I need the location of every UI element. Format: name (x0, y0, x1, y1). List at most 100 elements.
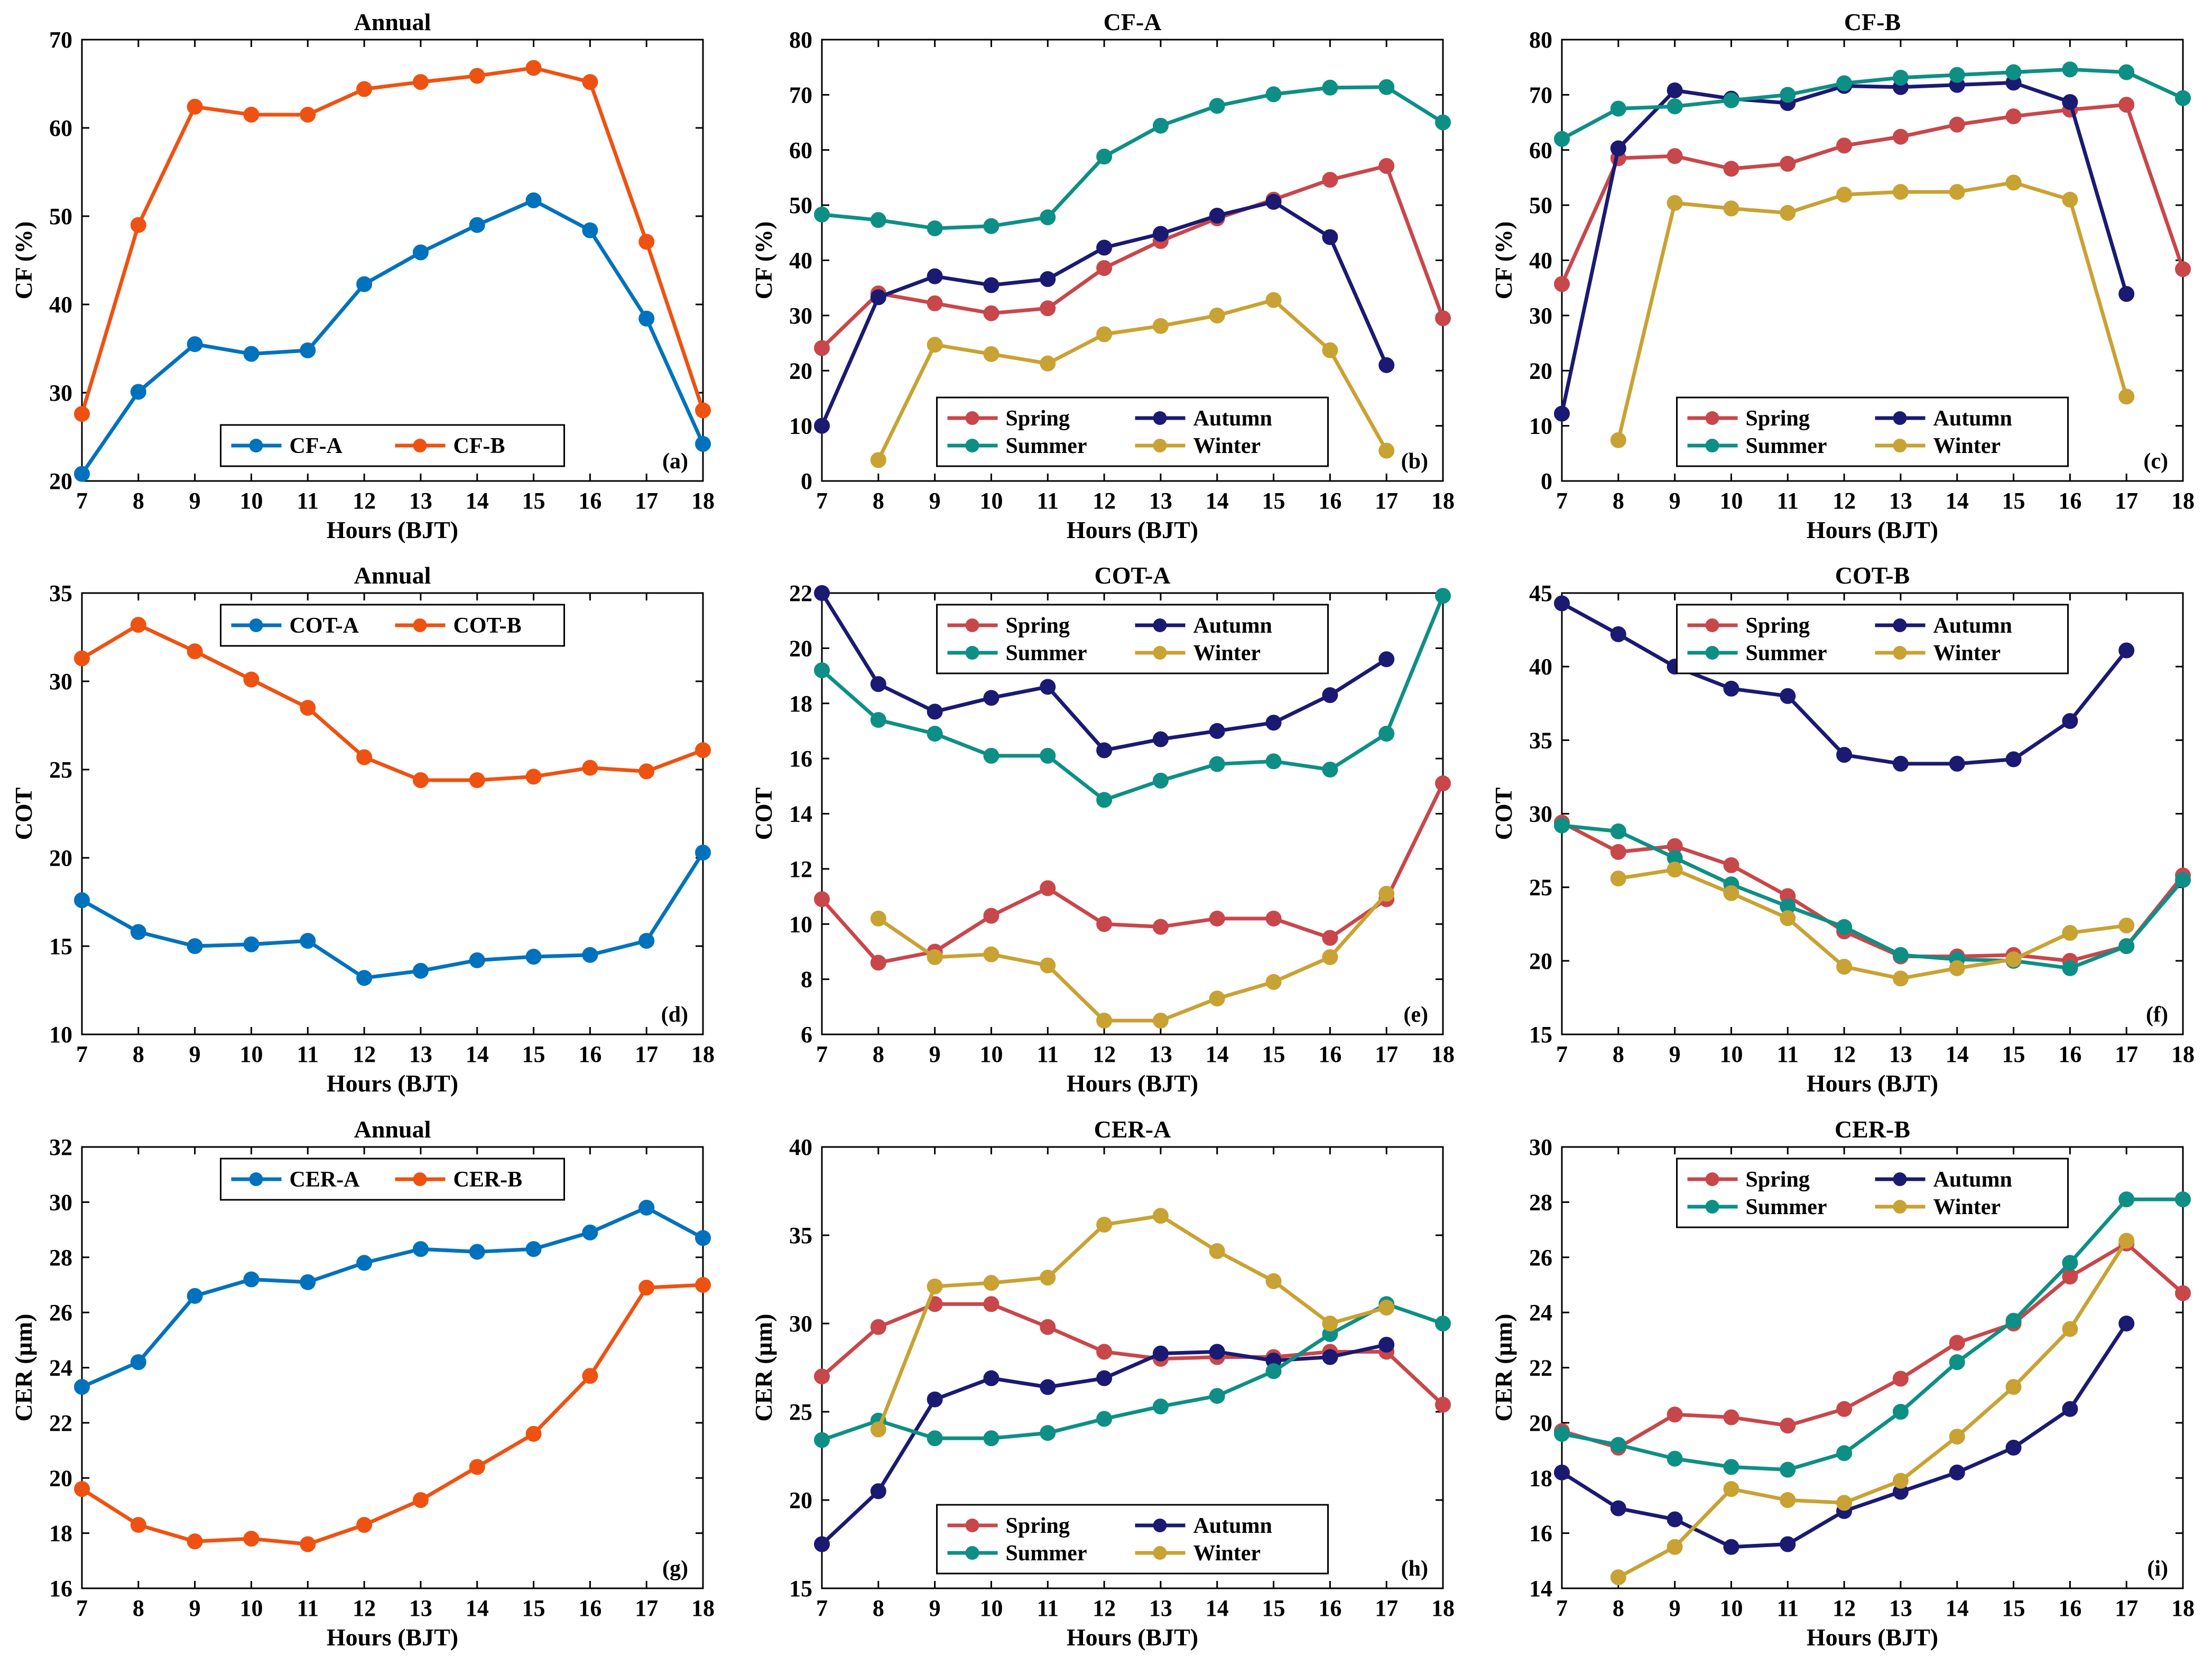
x-tick-label: 13 (1889, 488, 1912, 514)
legend-swatch-marker (1893, 618, 1907, 632)
data-point (1723, 1409, 1739, 1426)
data-point (1152, 1398, 1169, 1414)
data-point (412, 244, 429, 261)
data-point (695, 1230, 711, 1246)
legend-swatch-marker (413, 439, 427, 452)
panel-title: COT-B (1835, 562, 1910, 589)
data-point (1322, 1349, 1338, 1365)
x-tick-label: 16 (578, 1595, 601, 1621)
data-point (1040, 679, 1056, 695)
data-point (187, 643, 203, 660)
data-point (1152, 772, 1169, 789)
data-point (1322, 762, 1338, 778)
x-tick-label: 18 (691, 1595, 715, 1621)
x-tick-label: 11 (297, 488, 319, 514)
series-winter (870, 292, 1395, 468)
data-point (1322, 342, 1338, 358)
data-point (1949, 960, 1965, 976)
data-point (1378, 1299, 1395, 1316)
data-point (2175, 872, 2191, 888)
data-point (243, 936, 260, 952)
series-line (1617, 1239, 2128, 1579)
data-point (1435, 1396, 1451, 1413)
y-tick-label: 22 (1529, 1355, 1552, 1381)
data-point (814, 585, 830, 601)
data-point (1322, 687, 1338, 704)
y-tick-label: 32 (49, 1134, 72, 1160)
y-tick-label: 30 (49, 669, 72, 695)
data-point (1892, 1404, 1909, 1420)
data-point (1723, 1539, 1739, 1555)
data-point (1949, 1354, 1965, 1371)
data-point (1554, 1426, 1570, 1442)
legend-label: Summer (1006, 434, 1087, 458)
x-tick-label: 14 (466, 1041, 489, 1067)
y-axis-label: CER (µm) (1490, 1313, 1517, 1421)
data-point (1723, 1481, 1739, 1497)
data-point (1723, 885, 1739, 901)
data-point (1096, 1344, 1113, 1360)
legend-label: COT-B (453, 614, 522, 638)
data-point (469, 1459, 485, 1475)
y-tick-label: 70 (1529, 82, 1552, 108)
data-point (1322, 949, 1338, 965)
data-point (870, 955, 886, 971)
series-line (81, 1283, 704, 1546)
data-point (1040, 957, 1056, 974)
data-point (469, 217, 485, 233)
data-point (187, 938, 203, 954)
data-point (695, 436, 711, 452)
data-point (1723, 161, 1739, 177)
y-tick-label: 24 (1529, 1300, 1552, 1326)
legend-swatch-marker (1705, 439, 1719, 452)
y-tick-label: 28 (49, 1245, 72, 1271)
x-axis-label: Hours (BJT) (1067, 1070, 1198, 1097)
x-tick-label: 14 (1946, 1595, 1969, 1621)
data-point (1610, 1500, 1626, 1516)
data-point (1780, 155, 1796, 172)
x-tick-label: 8 (133, 488, 144, 514)
legend-label: Winter (1193, 434, 1261, 458)
data-point (1040, 355, 1056, 372)
data-point (927, 295, 943, 311)
x-tick-label: 10 (239, 1595, 263, 1621)
data-point (1378, 442, 1395, 459)
x-tick-label: 13 (1889, 1595, 1912, 1621)
data-point (1723, 92, 1739, 108)
legend-swatch-marker (249, 439, 263, 452)
x-tick-label: 13 (1149, 1595, 1172, 1621)
data-point (525, 1241, 542, 1257)
data-point (1096, 239, 1113, 256)
x-tick-label: 17 (635, 488, 658, 514)
data-point (2062, 61, 2078, 78)
legend-label: CER-B (453, 1168, 523, 1192)
data-point (1610, 140, 1626, 156)
x-tick-label: 10 (1719, 488, 1743, 514)
y-tick-label: 14 (1529, 1576, 1552, 1602)
data-point (870, 452, 886, 468)
x-tick-label: 12 (1832, 1041, 1856, 1067)
data-point (2175, 1191, 2191, 1208)
data-point (814, 1536, 830, 1552)
x-tick-label: 16 (2058, 488, 2081, 514)
legend-label: Summer (1746, 1195, 1827, 1219)
y-tick-label: 15 (789, 1576, 812, 1602)
data-point (2005, 64, 2022, 80)
legend-label: Spring (1006, 406, 1070, 431)
data-point (412, 74, 429, 90)
x-tick-label: 9 (929, 1595, 941, 1621)
y-tick-label: 40 (49, 292, 72, 318)
data-point (1892, 1473, 1909, 1489)
series-line (1561, 1197, 2183, 1472)
y-tick-label: 35 (789, 1223, 812, 1248)
x-tick-label: 18 (1431, 1595, 1455, 1621)
x-tick-label: 18 (691, 488, 715, 514)
data-point (1836, 1401, 1853, 1417)
data-point (1265, 1363, 1282, 1380)
series-line (821, 85, 1444, 230)
data-point (356, 81, 373, 97)
panel-a: 7 8 9 10 11 12 13 14 15 16 17 18 20 30 40 50 60 70 Annual H… (10, 8, 715, 543)
data-point (927, 268, 943, 284)
legend-swatch-marker (1705, 1172, 1719, 1186)
legend: Spring Autumn Summer Winter (936, 604, 1329, 674)
